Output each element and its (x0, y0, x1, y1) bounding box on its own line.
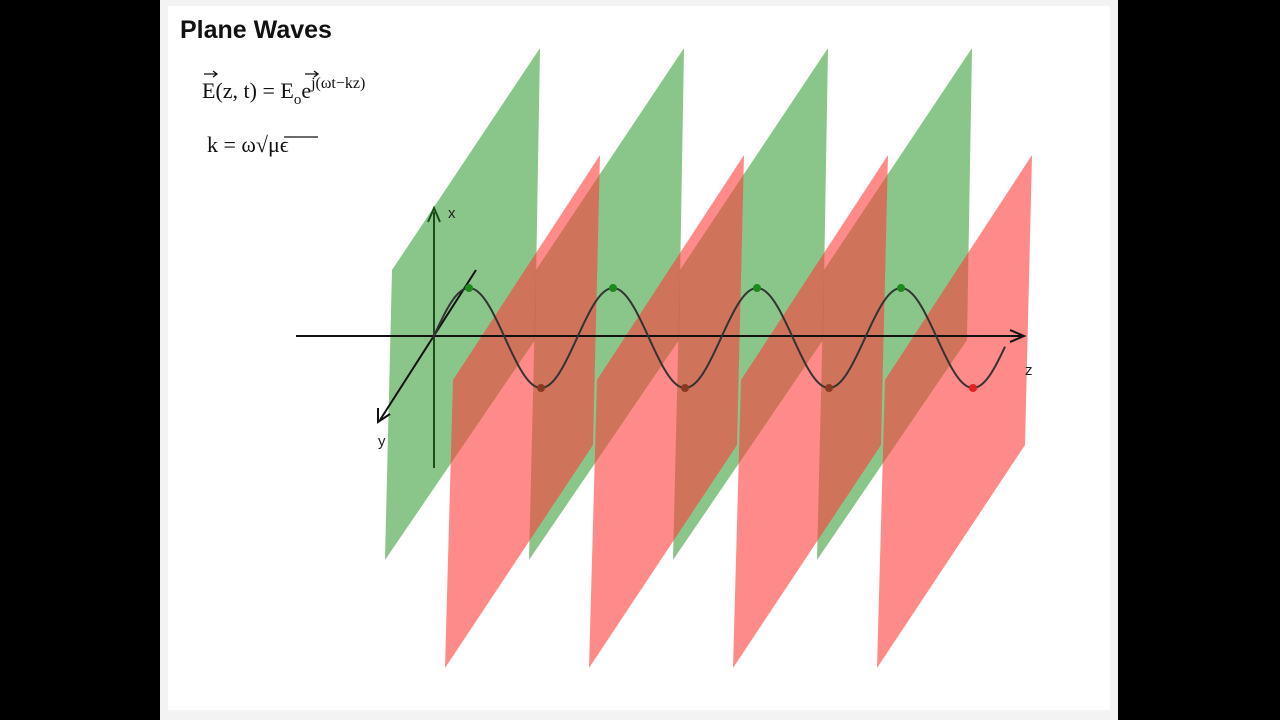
axis-label-y: y (378, 433, 386, 450)
eq-part: e (301, 78, 311, 103)
planes (385, 48, 1032, 668)
eq-part: o (294, 92, 302, 108)
eq-part: j(ωt−kz) (310, 75, 365, 92)
axis-label-z: z (1025, 362, 1033, 379)
trough-dot (825, 384, 833, 392)
trough-dot (969, 384, 977, 392)
peak-dot (753, 284, 761, 292)
peak-dot (465, 284, 473, 292)
axes (296, 205, 1027, 468)
wave (432, 286, 1006, 390)
red-plane (445, 155, 600, 668)
red-plane (733, 155, 888, 668)
eq-part: (z, t) = (215, 78, 280, 103)
axis-label-x: x (448, 205, 456, 222)
trough-dot (681, 384, 689, 392)
red-plane (589, 155, 744, 668)
eq-part: k = ω (207, 132, 256, 157)
vector-arrows (204, 70, 320, 78)
wave-dots (465, 284, 977, 392)
peak-dot (897, 284, 905, 292)
title: Plane Waves (180, 16, 332, 44)
peak-dot (609, 284, 617, 292)
green-plane (385, 48, 540, 560)
equation-2: k = ω√μϵ (207, 132, 289, 157)
red-plane (877, 155, 1032, 668)
eq-part: E (280, 78, 293, 103)
equation-1: E(z, t) = Eoej(ωt−kz) (202, 75, 365, 108)
eq-part: √ (256, 132, 269, 157)
trough-dot (537, 384, 545, 392)
eq-part: E (202, 78, 215, 103)
eq-part: μϵ (268, 132, 289, 157)
